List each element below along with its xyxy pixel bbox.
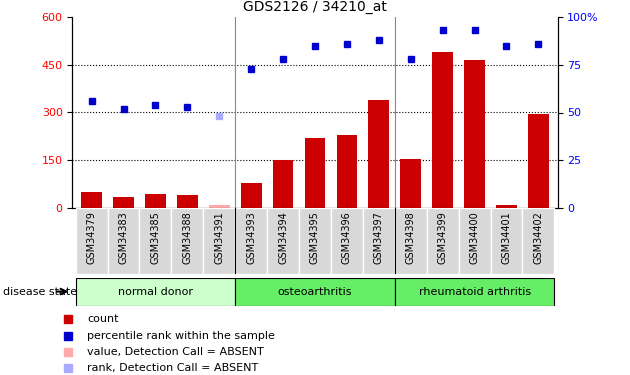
Bar <box>491 208 522 274</box>
Text: GSM34398: GSM34398 <box>406 211 416 264</box>
Bar <box>522 208 554 274</box>
Text: GSM34385: GSM34385 <box>151 211 161 264</box>
Text: rheumatoid arthritis: rheumatoid arthritis <box>418 286 530 297</box>
Text: GSM34394: GSM34394 <box>278 211 288 264</box>
Text: GSM34401: GSM34401 <box>501 211 512 264</box>
Bar <box>432 52 453 208</box>
Bar <box>427 208 459 274</box>
Text: percentile rank within the sample: percentile rank within the sample <box>87 331 275 340</box>
Bar <box>273 160 294 208</box>
Text: GSM34379: GSM34379 <box>86 211 96 264</box>
Bar <box>395 208 427 274</box>
Bar <box>113 197 134 208</box>
Bar <box>395 278 554 306</box>
Bar <box>76 278 235 306</box>
Bar <box>267 208 299 274</box>
Bar <box>145 194 166 208</box>
Bar <box>363 208 395 274</box>
Bar <box>305 138 325 208</box>
Text: GSM34388: GSM34388 <box>182 211 192 264</box>
Text: GSM34391: GSM34391 <box>214 211 224 264</box>
Bar <box>139 208 171 274</box>
Text: GSM34393: GSM34393 <box>246 211 256 264</box>
Bar <box>235 208 267 274</box>
Bar <box>369 100 389 208</box>
Text: GSM34395: GSM34395 <box>310 211 320 264</box>
Text: GSM34402: GSM34402 <box>534 211 544 264</box>
Bar <box>235 278 395 306</box>
Text: rank, Detection Call = ABSENT: rank, Detection Call = ABSENT <box>87 363 258 374</box>
Bar <box>299 208 331 274</box>
Bar <box>241 183 261 208</box>
Bar <box>331 208 363 274</box>
Text: osteoarthritis: osteoarthritis <box>278 286 352 297</box>
Bar <box>81 192 102 208</box>
Bar <box>464 60 485 208</box>
Bar <box>336 135 357 208</box>
Text: GSM34397: GSM34397 <box>374 211 384 264</box>
Text: GSM34399: GSM34399 <box>438 211 448 264</box>
Bar <box>401 159 421 208</box>
Text: count: count <box>87 314 118 324</box>
Text: disease state: disease state <box>3 286 77 297</box>
Bar <box>76 208 108 274</box>
Bar <box>528 114 549 208</box>
Bar <box>209 205 229 208</box>
Bar <box>203 208 235 274</box>
Text: GSM34400: GSM34400 <box>469 211 479 264</box>
Text: normal donor: normal donor <box>118 286 193 297</box>
Bar <box>459 208 491 274</box>
Bar <box>171 208 203 274</box>
Text: value, Detection Call = ABSENT: value, Detection Call = ABSENT <box>87 347 264 357</box>
Bar <box>496 205 517 208</box>
Bar <box>108 208 139 274</box>
Text: GSM34396: GSM34396 <box>342 211 352 264</box>
Text: GSM34383: GSM34383 <box>118 211 129 264</box>
Title: GDS2126 / 34210_at: GDS2126 / 34210_at <box>243 0 387 15</box>
Bar <box>177 195 198 208</box>
